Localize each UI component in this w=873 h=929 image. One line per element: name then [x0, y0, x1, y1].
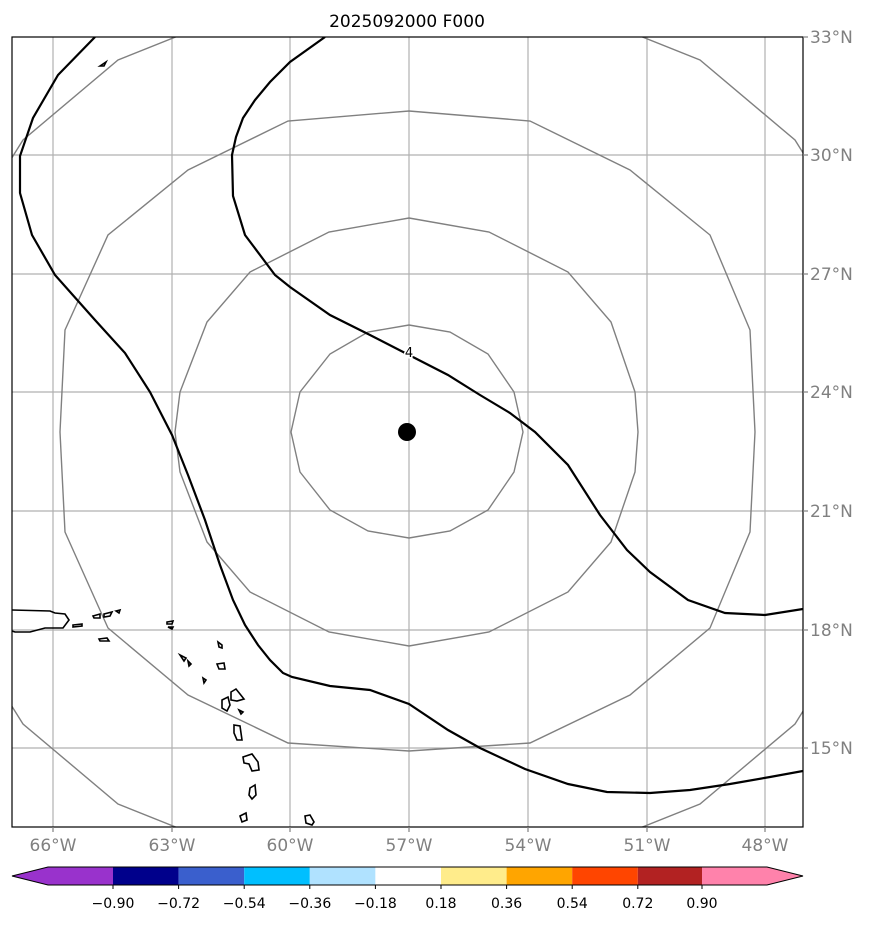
- contour-value-label: 4: [405, 346, 413, 361]
- lon-label: 54°W: [505, 836, 552, 856]
- colorbar-segment: [637, 867, 702, 885]
- colorbar-tick-label: −0.72: [157, 896, 200, 912]
- map-panel: 4: [12, 37, 803, 827]
- colorbar-segment: [572, 867, 638, 885]
- lat-label: 21°N: [810, 502, 853, 522]
- coastlines: [12, 59, 315, 826]
- colorbar-tick-label: 0.18: [425, 896, 456, 912]
- lat-label: 30°N: [810, 146, 853, 166]
- lon-label: 51°W: [624, 836, 671, 856]
- range-rings: [12, 37, 803, 827]
- colorbar-tick-label: 0.90: [686, 896, 717, 912]
- lat-label: 18°N: [810, 621, 853, 641]
- graticule: [12, 37, 803, 827]
- colorbar-tick-label: 0.54: [557, 896, 588, 912]
- colorbar-segment: [702, 867, 803, 885]
- colorbar-tick-label: −0.90: [92, 896, 135, 912]
- lon-label: 48°W: [742, 836, 789, 856]
- storm-center-marker: [398, 423, 416, 441]
- colorbar-segment: [441, 867, 507, 885]
- lat-label: 15°N: [810, 739, 853, 759]
- colorbar-segment: [12, 867, 113, 885]
- colorbar-tick-label: −0.18: [354, 896, 397, 912]
- colorbar-segment: [309, 867, 376, 885]
- lon-axis: [52, 827, 766, 832]
- colorbar-tick-label: 0.72: [622, 896, 653, 912]
- colorbar-outline: [11, 866, 804, 886]
- colorbar-segment: [244, 867, 310, 885]
- colorbar-segment: [178, 867, 245, 885]
- colorbar-tick-label: 0.36: [491, 896, 522, 912]
- contour-lines: [18, 37, 803, 795]
- lon-label: 66°W: [30, 836, 77, 856]
- colorbar-tick-label: −0.54: [223, 896, 266, 912]
- lat-label: 33°N: [810, 28, 853, 48]
- colorbar-segment: [375, 867, 441, 885]
- lon-label: 57°W: [386, 836, 433, 856]
- colorbar: [11, 866, 804, 886]
- colorbar-segment: [113, 867, 179, 885]
- colorbar-segment: [506, 867, 573, 885]
- colorbar-tick-label: −0.36: [288, 896, 331, 912]
- page-title: 2025092000 F000: [329, 12, 485, 32]
- map-frame: [11, 36, 804, 828]
- colorbar-ticks: [112, 885, 703, 889]
- lat-axis: [803, 36, 808, 749]
- lon-label: 63°W: [149, 836, 196, 856]
- lat-label: 24°N: [810, 383, 853, 403]
- lon-label: 60°W: [267, 836, 314, 856]
- lat-label: 27°N: [810, 265, 853, 285]
